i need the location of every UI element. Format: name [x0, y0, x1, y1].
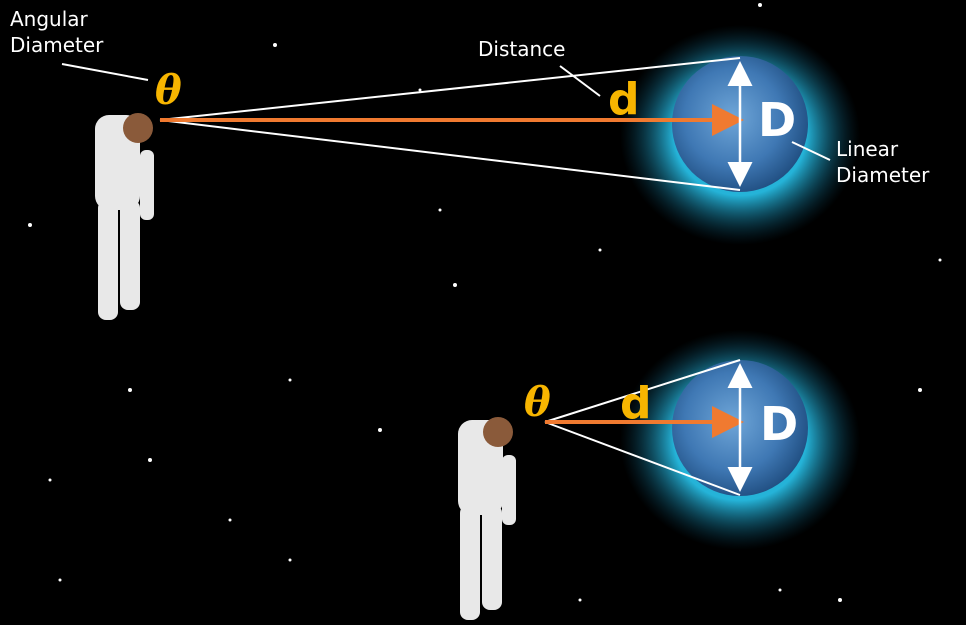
diameter-symbol: D: [758, 93, 796, 147]
label: Distance: [478, 37, 565, 61]
distance-symbol: d: [608, 74, 640, 125]
theta-symbol: θ: [524, 379, 551, 426]
label: Diameter: [836, 163, 930, 187]
label: Diameter: [10, 33, 104, 57]
diagram: θ d D Angular Diameter Distance Linear D…: [0, 0, 966, 625]
page: {"labels": {"angular_diameter": ["Angula…: [0, 0, 966, 625]
diameter-symbol: D: [760, 397, 798, 451]
label: Linear: [836, 137, 899, 161]
distance-symbol: d: [620, 378, 652, 429]
label: Angular: [10, 7, 89, 31]
theta-symbol: θ: [155, 67, 182, 114]
